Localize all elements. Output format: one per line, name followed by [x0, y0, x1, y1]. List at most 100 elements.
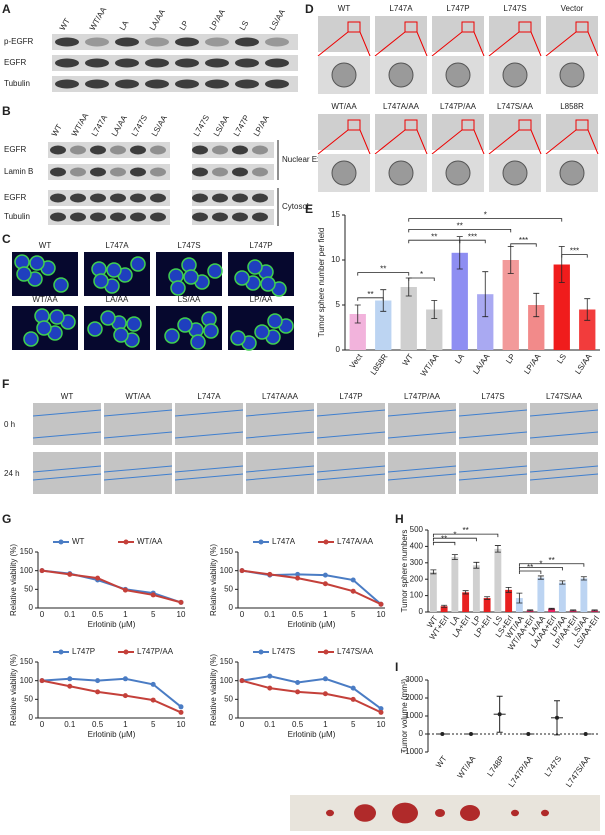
wound-edge: [316, 473, 386, 481]
band: [150, 212, 166, 222]
wound-edge: [174, 465, 244, 473]
y-tick-label: 150: [220, 547, 234, 556]
x-tick-label: 0.5: [292, 720, 304, 729]
x-axis-label: Erlotinib (μM): [288, 620, 336, 629]
zoom-line: [545, 129, 577, 155]
wound-edge: [316, 409, 386, 417]
wound-edge: [529, 473, 599, 481]
cell: [49, 309, 65, 325]
wound-edge: [387, 431, 457, 439]
marker: [150, 592, 156, 598]
image-label: L747S: [177, 241, 200, 250]
image-label: L747P/AA: [404, 392, 441, 401]
bar: [429, 571, 437, 612]
band: [212, 193, 228, 203]
panel-label: C: [2, 232, 11, 246]
sig-label: **: [431, 232, 437, 241]
scratch-image: [530, 403, 598, 445]
zoom-line: [530, 129, 542, 155]
band: [115, 79, 139, 89]
bar: [440, 606, 448, 612]
image-label: L747P: [446, 4, 469, 13]
row-label: 0 h: [4, 420, 15, 429]
error-bar: [441, 604, 448, 608]
micrograph: [375, 114, 427, 150]
zoom-line: [374, 129, 406, 155]
group-label: Cytosol: [282, 202, 309, 211]
lane-label: WT/AA: [70, 111, 91, 138]
wound-edge: [458, 431, 528, 439]
point: [469, 732, 473, 736]
bar: [426, 309, 443, 350]
sphere: [388, 160, 414, 186]
cell: [29, 255, 45, 271]
wound-edge: [387, 465, 457, 473]
scratch-image: [246, 452, 314, 494]
cell: [113, 327, 129, 343]
band: [110, 212, 126, 222]
legend-marker: [323, 649, 329, 655]
x-tick-label: L747S: [543, 754, 564, 778]
band: [110, 145, 126, 155]
sig-label: **: [367, 290, 373, 299]
marker: [295, 571, 301, 577]
sig-label: **: [549, 556, 555, 565]
band: [175, 37, 199, 47]
image-label: L747P/AA: [440, 102, 477, 111]
band: [175, 79, 199, 89]
error-bar: [559, 580, 566, 585]
sig-bracket: [510, 243, 537, 247]
y-tick-label: 15: [331, 210, 340, 219]
error-bar: [494, 545, 501, 553]
marker: [239, 568, 245, 574]
y-tick-label: 0: [229, 603, 234, 612]
marker: [178, 709, 184, 715]
band: [192, 145, 208, 155]
x-tick-label: 5: [151, 610, 156, 619]
x-tick-label: WT: [401, 352, 416, 367]
image-label: L747S: [481, 392, 504, 401]
lane-label: LA/AA: [148, 7, 167, 32]
x-tick-label: L747P/AA: [507, 754, 535, 789]
sig-bracket: [408, 218, 563, 222]
point: [583, 732, 588, 736]
error-bar: [591, 609, 598, 612]
band: [50, 212, 66, 222]
band: [50, 167, 66, 177]
legend-marker: [258, 539, 264, 545]
band: [110, 193, 126, 203]
legend-label: WT: [72, 537, 85, 546]
x-tick-label: 10: [177, 720, 186, 729]
bar: [537, 577, 545, 612]
wound-edge: [529, 409, 599, 417]
x-tick-label: WT/AA: [419, 352, 441, 378]
lane-label: WT/AA: [88, 5, 109, 32]
lane-label: LA: [118, 19, 131, 33]
legend-label: L747A: [272, 537, 296, 546]
scratch-image: [459, 403, 527, 445]
y-tick-label: 100: [410, 591, 424, 600]
wound-edge: [32, 431, 102, 439]
marker: [95, 575, 101, 581]
band: [212, 167, 228, 177]
x-tick-label: 0: [40, 610, 45, 619]
row-label: EGFR: [4, 145, 26, 154]
marker: [350, 696, 356, 702]
band: [252, 193, 268, 203]
cell: [100, 310, 116, 326]
x-tick-label: 5: [351, 610, 356, 619]
lane-label: WT: [58, 17, 72, 32]
zoom-line: [416, 31, 428, 57]
sig-label: *: [420, 270, 423, 279]
zoom-box: [347, 119, 361, 131]
error-bar: [482, 271, 489, 318]
y-tick-label: 400: [410, 542, 424, 551]
cell: [230, 330, 246, 346]
lane-label: LP: [178, 19, 191, 32]
x-tick-label: LP: [504, 352, 517, 365]
error-bar: [580, 576, 587, 581]
error-bar: [462, 590, 469, 595]
image-label: Vector: [561, 4, 584, 13]
lane-label: LP/AA: [252, 113, 271, 138]
